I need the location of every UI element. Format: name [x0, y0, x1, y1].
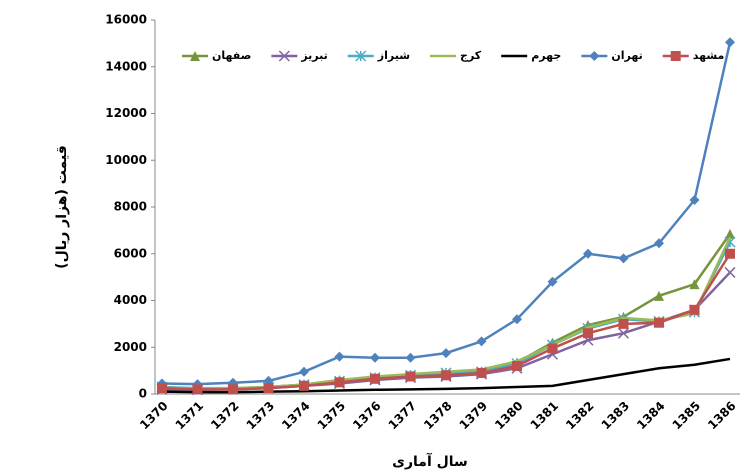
series: [161, 236, 732, 390]
y-tick-label: 8000: [114, 200, 147, 214]
x-tick-label: 1386: [705, 399, 739, 433]
marker: [547, 276, 558, 287]
series-line: [161, 357, 731, 394]
marker: [441, 370, 451, 381]
marker: [190, 51, 200, 61]
series-line: [161, 41, 732, 386]
y-axis-label: قیمت (هزار ریال): [54, 145, 70, 269]
marker: [689, 279, 700, 290]
marker: [405, 352, 416, 363]
x-tick-label: 1381: [528, 399, 562, 433]
marker: [405, 371, 416, 382]
y-tick-label: 10000: [105, 153, 147, 167]
marker: [355, 50, 367, 62]
y-tick-label: 12000: [105, 106, 147, 120]
x-tick-label: 1370: [137, 399, 171, 433]
y-tick-label: 14000: [105, 59, 147, 73]
marker: [583, 248, 593, 259]
legend-label: شیراز: [377, 49, 410, 62]
x-tick-label: 1376: [350, 399, 384, 433]
x-tick-label: 1372: [208, 399, 242, 433]
marker: [689, 304, 700, 315]
x-tick-label: 1384: [634, 399, 668, 433]
legend-label: کرج: [460, 49, 482, 63]
series-line: [161, 236, 732, 390]
marker: [476, 336, 487, 347]
x-tick-label: 1380: [492, 399, 526, 433]
marker: [654, 238, 664, 249]
marker: [725, 37, 735, 48]
legend-label: تبریز: [300, 49, 327, 62]
x-tick-label: 1371: [173, 399, 207, 433]
x-tick-label: 1375: [315, 399, 349, 433]
y-tick-label: 2000: [114, 340, 147, 354]
marker: [618, 318, 629, 329]
x-axis-label: سال آماری: [392, 452, 468, 470]
marker: [278, 50, 290, 62]
marker: [512, 314, 522, 325]
marker: [724, 266, 736, 278]
marker: [441, 348, 451, 359]
x-tick-label: 1379: [457, 399, 491, 433]
marker: [547, 343, 558, 354]
marker: [476, 367, 487, 378]
x-tick-label: 1373: [244, 399, 278, 433]
series: [161, 357, 731, 394]
x-tick-label: 1374: [279, 399, 313, 433]
marker: [299, 380, 309, 391]
y-tick-label: 16000: [105, 13, 147, 27]
legend-label: تهران: [611, 49, 642, 62]
series: [157, 248, 735, 395]
marker: [299, 366, 309, 377]
marker: [334, 377, 345, 388]
y-tick-label: 6000: [114, 246, 147, 260]
legend-label: مشهد: [693, 49, 725, 62]
marker: [617, 327, 630, 339]
marker: [157, 383, 167, 394]
marker: [334, 351, 345, 362]
x-tick-label: 1385: [670, 399, 704, 433]
x-tick-label: 1377: [386, 399, 420, 433]
marker: [370, 352, 380, 363]
marker: [725, 228, 735, 239]
marker: [228, 384, 238, 395]
marker: [263, 383, 274, 394]
marker: [654, 290, 664, 301]
x-tick-label: 1382: [563, 399, 597, 433]
y-tick-label: 0: [139, 387, 147, 401]
marker: [370, 373, 380, 384]
x-tick-label: 1378: [421, 399, 455, 433]
marker: [725, 248, 735, 259]
marker: [670, 51, 681, 61]
marker: [689, 194, 700, 205]
marker: [589, 51, 600, 61]
marker: [618, 253, 629, 264]
marker: [192, 384, 203, 395]
legend-label: صفهان: [212, 49, 251, 62]
legend-label: جهرم: [531, 49, 561, 62]
marker: [512, 360, 522, 371]
series: [157, 37, 735, 390]
y-tick-label: 4000: [114, 293, 147, 307]
series-line: [161, 241, 732, 390]
marker: [654, 317, 664, 328]
series-line: [161, 233, 732, 391]
marker: [583, 328, 593, 339]
x-tick-label: 1383: [599, 399, 633, 433]
